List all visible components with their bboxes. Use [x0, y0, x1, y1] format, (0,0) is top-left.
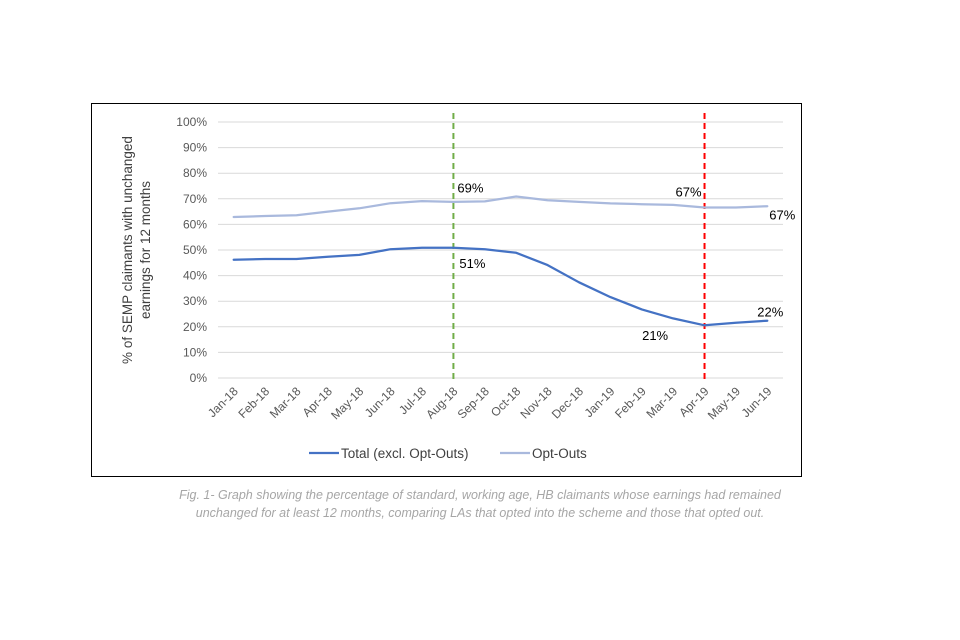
data-label: 67% [675, 184, 701, 199]
x-tick-label: Sep-18 [455, 384, 492, 421]
legend-label: Total (excl. Opt-Outs) [341, 446, 469, 461]
y-tick-label: 20% [183, 320, 207, 334]
x-tick-label: Feb-19 [612, 384, 649, 421]
gridlines [218, 121, 783, 379]
y-tick-label: 70% [183, 192, 207, 206]
y-axis-label: % of SEMP claimants with unchanged earnin… [120, 136, 153, 364]
x-tick-label: May-19 [705, 384, 743, 422]
y-tick-label: 0% [190, 371, 208, 385]
y-tick-label: 60% [183, 217, 207, 231]
x-tick-label: Jan-18 [205, 384, 241, 420]
x-tick-label: Nov-18 [517, 384, 554, 421]
y-tick-label: 30% [183, 294, 207, 308]
x-tick-label: Mar-19 [643, 384, 680, 421]
data-label: 21% [642, 328, 668, 343]
y-axis-label-line: % of SEMP claimants with unchanged [120, 136, 135, 364]
y-tick-label: 50% [183, 243, 207, 257]
chart-frame [91, 103, 802, 477]
caption-line: Fig. 1- Graph showing the percentage of … [179, 488, 781, 502]
x-tick-label: Mar-18 [267, 384, 304, 421]
x-tick-label: Dec-18 [549, 384, 586, 421]
series-line [232, 246, 769, 327]
legend: Total (excl. Opt-Outs) Opt-Outs [309, 446, 587, 461]
x-tick-label: Aug-18 [423, 384, 460, 421]
x-tick-label: Feb-18 [235, 384, 272, 421]
x-tick-label: Jun-18 [362, 384, 398, 420]
x-tick-label: May-18 [328, 384, 366, 422]
y-tick-label: 10% [183, 345, 207, 359]
data-label: 69% [457, 181, 483, 196]
data-label: 22% [757, 305, 783, 320]
x-tick-label: Jun-19 [739, 384, 775, 420]
y-tick-label: 100% [176, 115, 207, 129]
data-labels: 69% 51% 67% 67% 22% 21% [457, 181, 795, 343]
y-tick-label: 90% [183, 141, 207, 155]
y-tick-label: 40% [183, 269, 207, 283]
x-tick-label: Jan-19 [582, 384, 618, 420]
y-axis-label-line: earnings for 12 months [138, 181, 153, 319]
caption-line: unchanged for at least 12 months, compar… [195, 506, 765, 520]
x-axis-tick-labels: Jan-18Feb-18Mar-18Apr-18May-18Jun-18Jul-… [205, 384, 775, 422]
data-label: 51% [459, 256, 485, 271]
x-tick-label: Oct-18 [488, 384, 524, 420]
series-lines [232, 195, 769, 327]
series-line [232, 195, 769, 219]
data-label: 67% [769, 207, 795, 222]
y-axis-tick-labels: 0% 10% 20% 30% 40% 50% 60% 70% 80% 90% 100% [176, 115, 207, 385]
figure-caption: Fig. 1- Graph showing the percentage of … [100, 486, 860, 522]
legend-label: Opt-Outs [532, 446, 587, 461]
y-tick-label: 80% [183, 166, 207, 180]
